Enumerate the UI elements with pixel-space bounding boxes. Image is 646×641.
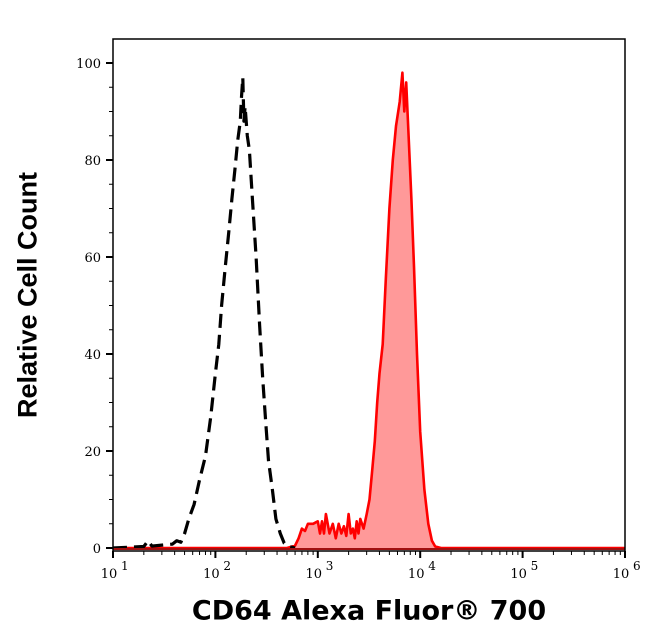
x-tick-exponent: 2 (223, 559, 231, 573)
y-tick-label: 40 (84, 348, 101, 363)
y-tick-label: 60 (84, 251, 101, 266)
cd64-histogram-line (113, 71, 625, 550)
x-axis-label: CD64 Alexa Fluor® 700 (191, 595, 547, 627)
histogram-fill (113, 72, 625, 550)
plot-frame (112, 38, 626, 552)
isotype-control-line (112, 76, 296, 550)
x-tick-exponent: 5 (531, 559, 539, 573)
x-tick-exponent: 3 (326, 559, 334, 573)
plot-area (112, 71, 625, 550)
y-axis: 0 20 40 60 80 100 (76, 57, 113, 557)
x-tick-label: 10 (408, 567, 425, 582)
x-tick-exponent: 6 (633, 559, 641, 573)
y-tick-label: 0 (93, 542, 101, 557)
x-tick-exponent: 1 (121, 559, 129, 573)
x-tick-label: 10 (101, 567, 118, 582)
x-tick-label: 10 (203, 567, 220, 582)
y-tick-label: 20 (84, 445, 101, 460)
y-tick-label: 100 (76, 57, 101, 72)
x-tick-label: 10 (510, 567, 527, 582)
y-axis-label: Relative Cell Count (12, 171, 43, 419)
y-tick-label: 80 (84, 154, 101, 169)
x-tick-exponent: 4 (428, 559, 436, 573)
x-tick-label: 10 (306, 567, 323, 582)
x-tick-label: 10 (613, 567, 630, 582)
